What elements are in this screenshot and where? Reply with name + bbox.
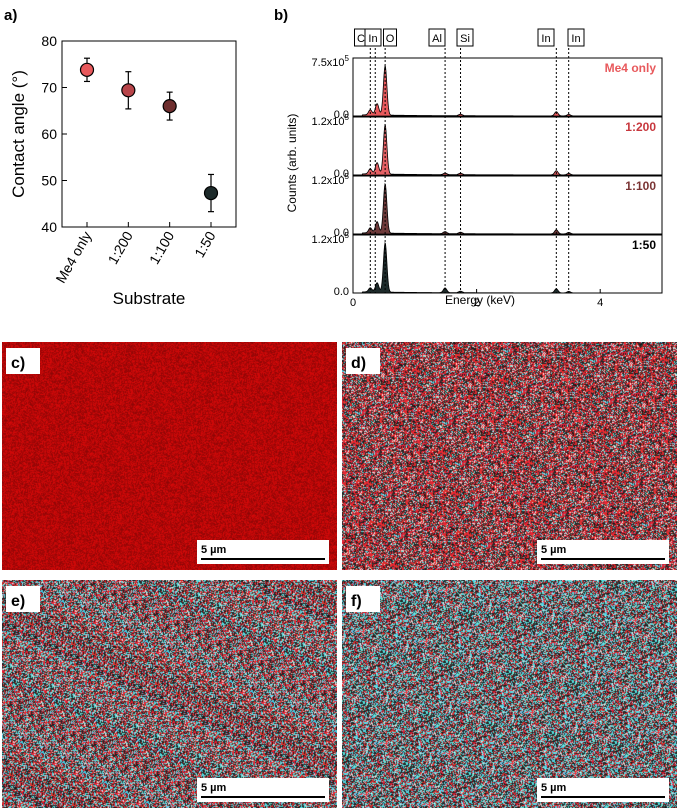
panel-label-f: f) — [351, 593, 362, 610]
data-point — [121, 83, 136, 98]
element-box — [567, 28, 585, 47]
panel-a-contact-angle-chart: a) 40 50 60 70 80 Me4 only 1:200 1:100 1:50 Con… — [4, 7, 237, 308]
eds-map-panel: c) 5 µm — [2, 342, 337, 570]
element-label: In — [541, 33, 550, 45]
y-tick-label-a: 40 — [41, 219, 57, 235]
spectrum-area — [353, 64, 662, 117]
element-box — [383, 28, 397, 47]
eds-map-image — [342, 342, 677, 570]
spectrum-frame — [352, 116, 663, 176]
element-box — [537, 28, 555, 47]
series-label: Me4 only — [605, 61, 657, 75]
x-tick-label-b: 2 — [474, 297, 480, 309]
y-max-mantissa: 1.2x10 — [312, 234, 345, 246]
panel-label-e: e) — [11, 593, 25, 610]
x-tick-label-a: 1:50 — [191, 228, 219, 260]
x-tick-label-a: 1:100 — [146, 228, 177, 267]
x-tick-label-b: 4 — [597, 297, 603, 309]
data-point — [203, 185, 219, 201]
element-box — [428, 28, 446, 47]
eds-map-image — [342, 580, 677, 808]
y-max-mantissa: 7.5x10 — [312, 57, 345, 69]
panel-label-c: c) — [11, 355, 25, 372]
y-max-exponent: 5 — [345, 231, 350, 240]
scalebar-label: 5 µm — [541, 782, 567, 794]
scalebar-label: 5 µm — [201, 544, 227, 556]
panel-label-box — [6, 586, 40, 612]
y-max-label: 7.5x105 — [312, 54, 350, 69]
series-label: 1:100 — [625, 179, 656, 193]
y-max-exponent: 5 — [345, 113, 350, 122]
eds-maps: c) 5 µm d) 5 µm e) 5 µm f) 5 µm — [2, 342, 677, 808]
panel-label-box — [6, 348, 40, 374]
eds-map-panel: d) 5 µm — [342, 342, 677, 570]
panel-label-b: b) — [274, 7, 288, 24]
y-max-label: 1.2x105 — [312, 113, 350, 128]
element-label: In — [368, 33, 377, 45]
spectrum-panel: 1.2x105 0.0 1:50 — [312, 231, 663, 298]
series-label: 1:200 — [625, 120, 656, 134]
element-label: C — [357, 33, 365, 45]
spectrum-area — [353, 182, 662, 235]
eds-map-image — [2, 580, 337, 808]
y-max-exponent: 5 — [345, 172, 350, 181]
y-zero-label: 0.0 — [334, 286, 349, 298]
y-max-mantissa: 1.2x10 — [312, 116, 345, 128]
x-axis-title-a: Substrate — [113, 289, 186, 308]
x-tick-label-a: 1:200 — [105, 228, 136, 267]
panel-label-box — [346, 586, 380, 612]
y-axis-title-a: Contact angle (°) — [9, 70, 28, 198]
element-label: O — [386, 33, 395, 45]
panel-label-d: d) — [351, 355, 366, 372]
data-point — [162, 98, 177, 114]
y-zero-label: 0.0 — [334, 227, 349, 239]
element-label: Al — [432, 33, 442, 45]
scalebar-label: 5 µm — [541, 544, 567, 556]
x-tick-label-b: 0 — [350, 297, 356, 309]
eds-map-image — [2, 342, 337, 570]
y-max-mantissa: 1.2x10 — [312, 175, 345, 187]
y-zero-label: 0.0 — [334, 109, 349, 121]
x-axis-title-b: Energy (keV) — [445, 293, 515, 307]
spectrum-frame — [352, 175, 663, 235]
panel-label-a: a) — [4, 7, 17, 24]
x-tick-label-a: Me4 only — [52, 229, 94, 286]
element-box — [364, 28, 382, 47]
element-label: Si — [460, 33, 470, 45]
y-tick-label-a: 60 — [41, 126, 57, 142]
y-max-label: 1.2x105 — [312, 231, 350, 246]
panel-label-box — [346, 348, 380, 374]
series-label: 1:50 — [632, 238, 656, 252]
y-tick-label-a: 80 — [41, 33, 57, 49]
data-point — [79, 62, 95, 77]
y-tick-label-a: 70 — [41, 80, 57, 96]
y-zero-label: 0.0 — [334, 168, 349, 180]
eds-map-panel: e) 5 µm — [2, 580, 337, 808]
y-tick-label-a: 50 — [41, 173, 57, 189]
element-label: In — [571, 33, 580, 45]
spectrum-frame — [352, 234, 663, 294]
y-axis-title-b: Counts (arb. units) — [285, 114, 299, 213]
y-max-exponent: 5 — [345, 54, 350, 63]
y-max-label: 1.2x105 — [312, 172, 350, 187]
spectrum-area — [353, 123, 662, 176]
element-box — [456, 28, 474, 47]
eds-map-panel: f) 5 µm — [342, 580, 677, 808]
scalebar-label: 5 µm — [201, 782, 227, 794]
spectrum-area — [353, 241, 662, 294]
